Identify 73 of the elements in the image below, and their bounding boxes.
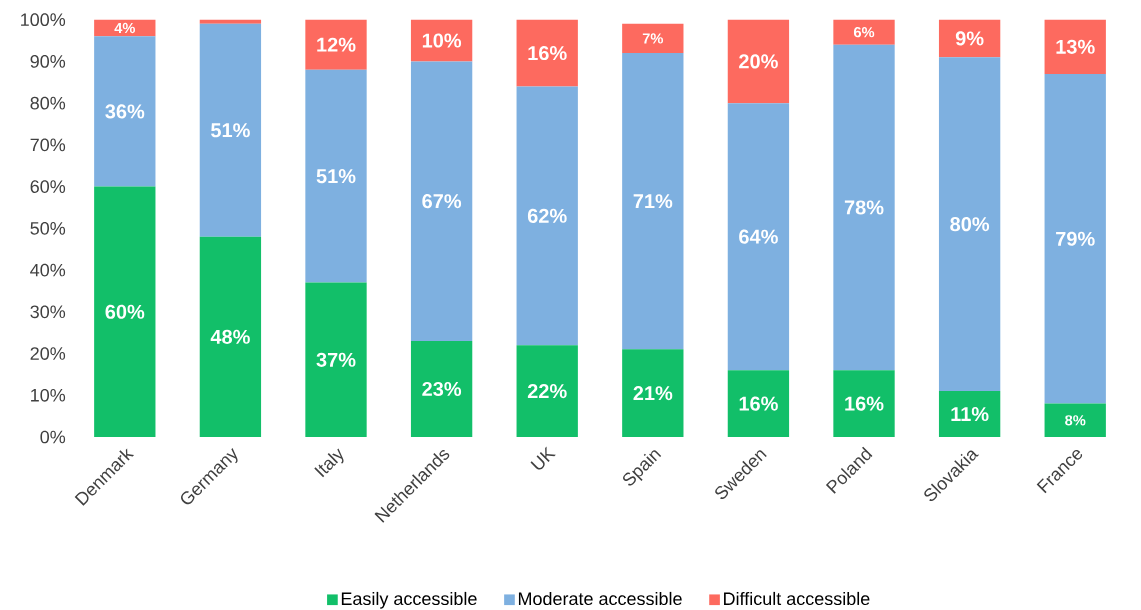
legend-label: Difficult accessible: [724, 591, 870, 606]
y-tick-label: 30%: [30, 305, 66, 319]
bar: [622, 349, 684, 437]
data-label: 62%: [527, 208, 567, 223]
data-label: 48%: [210, 329, 250, 344]
y-tick-label: 70%: [30, 138, 66, 152]
data-label: 22%: [527, 384, 567, 399]
y-tick-label: 90%: [30, 55, 66, 68]
data-label: 67%: [422, 194, 462, 209]
bar: [938, 391, 1001, 437]
data-label: 8%: [1065, 415, 1086, 426]
bar: [516, 19, 578, 87]
data-label: 36%: [105, 104, 145, 119]
bar: [199, 19, 262, 24]
y-tick-label: 20%: [30, 347, 66, 360]
data-label: 10%: [422, 33, 462, 48]
data-label: 51%: [211, 123, 250, 138]
bar: [1044, 19, 1106, 74]
data-label: 71%: [633, 194, 673, 209]
bar: [938, 19, 1001, 58]
data-label: 12%: [317, 37, 356, 52]
y-tick-label: 50%: [30, 221, 66, 235]
y-tick-label: 10%: [31, 388, 66, 402]
data-label: 11%: [951, 407, 989, 422]
y-tick-label: 0%: [40, 430, 66, 444]
bar: [833, 44, 895, 371]
data-label: 37%: [316, 352, 356, 367]
bar: [516, 345, 578, 437]
bar: [1044, 403, 1106, 437]
y-tick-label: 80%: [30, 96, 66, 110]
data-label: 51%: [316, 169, 356, 184]
data-label: 9%: [955, 31, 984, 46]
bar: [94, 186, 156, 437]
bar: [727, 103, 790, 371]
data-label: 64%: [739, 229, 778, 244]
bar: [622, 23, 684, 54]
data-label: 80%: [950, 217, 990, 232]
bar: [833, 370, 895, 437]
bar: [305, 282, 367, 437]
bar: [1044, 73, 1106, 404]
bar: [727, 19, 790, 104]
data-label: 23%: [422, 381, 462, 397]
y-tick-label: 100%: [21, 13, 66, 27]
bar: [199, 23, 262, 237]
data-label: 6%: [853, 27, 875, 38]
bar: [94, 36, 156, 187]
bar: [410, 341, 473, 437]
data-label: 16%: [528, 45, 567, 61]
bar: [622, 53, 684, 350]
legend-label: Moderate accessible: [518, 591, 682, 606]
y-tick-label: 60%: [30, 180, 66, 193]
data-label: 4%: [114, 22, 136, 34]
data-label: 16%: [845, 396, 884, 411]
legend-label: Easily accessible: [341, 591, 477, 609]
data-label: 60%: [105, 304, 145, 319]
bar: [305, 69, 367, 283]
data-label: 13%: [1056, 39, 1095, 54]
bar: [305, 19, 367, 70]
bar: [199, 236, 262, 437]
x-tick-label: Italy: [314, 448, 344, 478]
bar: [516, 86, 578, 346]
y-tick-label: 40%: [30, 263, 66, 277]
data-label: 21%: [633, 386, 673, 401]
bar: [833, 19, 895, 45]
bar: [410, 61, 473, 342]
bar: [727, 370, 790, 437]
x-tick-label: UK: [530, 446, 556, 470]
data-label: 16%: [739, 396, 778, 411]
data-label: 78%: [844, 200, 884, 215]
data-label: 20%: [739, 54, 778, 69]
data-label: 7%: [642, 33, 664, 44]
data-label: 79%: [1056, 231, 1095, 246]
bar: [938, 57, 1001, 392]
